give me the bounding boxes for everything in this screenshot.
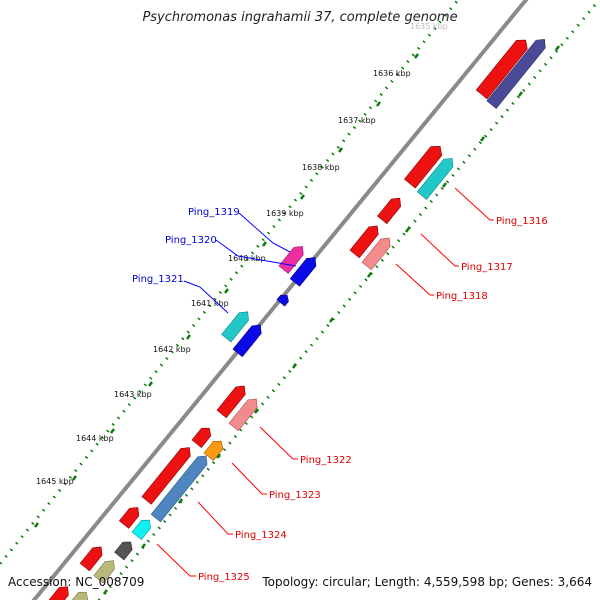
tick-labels: 1635 kbp 1636 kbp 1637 kbp 1638 kbp 1639… bbox=[36, 22, 448, 486]
accession-text: Accession: NC_008709 bbox=[8, 575, 145, 589]
forward-genes bbox=[221, 243, 319, 358]
gene-arrow-red-1325a[interactable] bbox=[118, 504, 142, 529]
gene-arrow-ping-1319[interactable] bbox=[278, 243, 307, 274]
gene-arrow-pink-1322[interactable] bbox=[228, 395, 261, 432]
gene-arrow-small-blue[interactable] bbox=[276, 292, 291, 307]
left-gene-labels: Ping_1319 Ping_1320 Ping_1321 bbox=[132, 207, 240, 285]
tick-label: 1637 kbp bbox=[338, 116, 376, 125]
tick-label: 1640 kbp bbox=[228, 254, 266, 263]
gene-arrow-ping-1323[interactable] bbox=[191, 424, 214, 448]
gene-arrow-ping-1322[interactable] bbox=[216, 382, 249, 419]
gene-arrow-cyan-1325[interactable] bbox=[131, 516, 154, 540]
tick-label-faded: 1635 kbp bbox=[410, 22, 448, 31]
gene-label-ping-1325[interactable]: Ping_1325 bbox=[198, 572, 250, 583]
genome-summary-text: Topology: circular; Length: 4,559,598 bp… bbox=[262, 575, 592, 589]
tick-label: 1639 kbp bbox=[266, 209, 304, 218]
gene-label-ping-1321[interactable]: Ping_1321 bbox=[132, 274, 184, 285]
tick-label: 1636 kbp bbox=[373, 69, 411, 78]
gene-arrow-pink-1318[interactable] bbox=[361, 234, 394, 271]
gene-arrow-red-1318a[interactable] bbox=[377, 194, 405, 225]
gene-arrow-gray-1325[interactable] bbox=[114, 538, 136, 561]
tick-label: 1641 kbp bbox=[191, 299, 229, 308]
gene-arrow-ping-1318[interactable] bbox=[349, 222, 382, 259]
gene-label-ping-1317[interactable]: Ping_1317 bbox=[461, 262, 513, 273]
reverse-genes bbox=[47, 36, 549, 604]
gene-arrow-blue-lower[interactable] bbox=[232, 321, 265, 358]
gene-label-ping-1320[interactable]: Ping_1320 bbox=[165, 235, 217, 246]
gene-arrow-ping-1317[interactable] bbox=[404, 142, 445, 189]
gene-arrow-ping-1325[interactable] bbox=[79, 543, 106, 572]
gene-arrow-orange-1323[interactable] bbox=[203, 437, 226, 461]
gene-label-ping-1322[interactable]: Ping_1322 bbox=[300, 455, 352, 466]
gene-arrow-ping-1324[interactable] bbox=[141, 444, 194, 505]
gene-arrow-olive-lower[interactable] bbox=[68, 588, 91, 604]
tick-label: 1642 kbp bbox=[153, 345, 191, 354]
gene-arrow-ping-1321[interactable] bbox=[221, 308, 253, 343]
right-gene-labels: Ping_1316 Ping_1317 Ping_1318 Ping_1322 … bbox=[198, 216, 548, 583]
gene-label-ping-1318[interactable]: Ping_1318 bbox=[436, 291, 488, 302]
gene-arrow-cyan-upper[interactable] bbox=[416, 155, 457, 200]
inner-major-ticks bbox=[103, 45, 560, 595]
tick-label: 1643 kbp bbox=[114, 390, 152, 399]
left-leader-lines bbox=[183, 212, 297, 314]
outer-major-ticks bbox=[34, 53, 419, 528]
gene-label-ping-1316[interactable]: Ping_1316 bbox=[496, 216, 548, 227]
gene-arrow-ping-1320[interactable] bbox=[289, 254, 319, 287]
gene-arrow-steelblue-1324[interactable] bbox=[150, 452, 211, 523]
gene-label-ping-1324[interactable]: Ping_1324 bbox=[235, 530, 287, 541]
gene-label-ping-1323[interactable]: Ping_1323 bbox=[269, 490, 321, 501]
map-title: Psychromonas ingrahamii 37, complete gen… bbox=[142, 10, 458, 25]
gene-arrow-purple-top[interactable] bbox=[486, 36, 549, 109]
gene-arrow-olive-bottom[interactable] bbox=[93, 557, 118, 584]
gene-arrow-ping-1316[interactable] bbox=[475, 36, 531, 100]
gene-label-ping-1319[interactable]: Ping_1319 bbox=[188, 207, 240, 218]
right-leader-lines bbox=[156, 187, 494, 577]
tick-label: 1645 kbp bbox=[36, 477, 74, 486]
tick-label: 1638 kbp bbox=[302, 163, 340, 172]
tick-label: 1644 kbp bbox=[76, 434, 114, 443]
